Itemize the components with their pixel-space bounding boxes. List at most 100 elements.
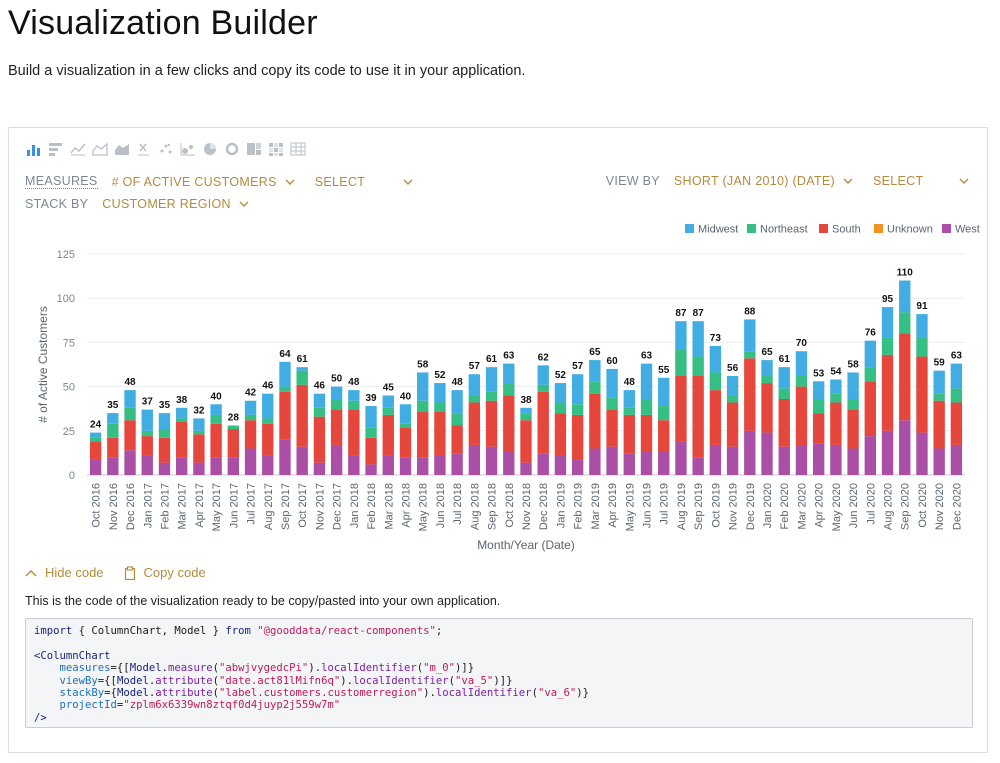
bar-segment-west [881, 430, 894, 475]
bar-segment-northeast [640, 398, 653, 415]
bar-segment-northeast [899, 312, 911, 334]
bar-segment-northeast [778, 388, 790, 399]
bar-segment-midwest [761, 360, 773, 376]
total-label: 39 [365, 393, 377, 404]
x-tick-label: Dec 2018 [538, 483, 550, 530]
copy-code-button[interactable]: Copy code [124, 565, 206, 580]
x-tick-label: Mar 2018 [383, 483, 395, 529]
bar-segment-northeast [881, 337, 894, 355]
total-label: 87 [675, 308, 687, 319]
stack-by-row: STACK BY CUSTOMER REGION [25, 197, 249, 211]
area-chart-icon[interactable] [91, 140, 109, 158]
bar-segment-south [709, 390, 722, 445]
heatmap-icon[interactable] [267, 140, 285, 158]
bar-segment-west [124, 450, 136, 475]
stack-by-label: STACK BY [25, 197, 89, 211]
x-tick-label: Jun 2017 [228, 483, 240, 528]
bar-segment-midwest [262, 393, 274, 419]
bar-segment-south [434, 411, 446, 456]
total-label: 35 [107, 400, 119, 411]
bar-segment-west [417, 457, 429, 475]
total-label: 48 [624, 377, 636, 388]
bar-segment-west [589, 448, 601, 475]
page-title: Visualization Builder [8, 4, 318, 42]
treemap-icon[interactable] [245, 140, 263, 158]
bar-segment-west [399, 457, 412, 475]
bar-segment-west [933, 448, 945, 475]
visualization-panel: MEASURES # OF ACTIVE CUSTOMERS SELECT VI… [8, 127, 988, 753]
stacked-column-chart: 0 25 50 75 100 125 # of Active Customers 24 Oct … [36, 224, 980, 553]
x-tick-label: Mar 2020 [796, 483, 808, 529]
legend-label: Unknown [887, 224, 933, 236]
bar-segment-northeast [623, 407, 635, 415]
bar-segment-south [830, 402, 842, 445]
bar-segment-south [916, 356, 928, 433]
bar-segment-south [589, 393, 601, 449]
bar-segment-south [899, 333, 911, 421]
stacked-area-chart-icon[interactable] [113, 140, 131, 158]
total-label: 28 [228, 412, 240, 423]
bar-segment-midwest [847, 372, 859, 399]
bar-segment-south [382, 414, 394, 456]
donut-chart-icon[interactable] [223, 140, 241, 158]
view-by-row: VIEW BY SHORT (JAN 2010) (DATE) SELECT [606, 174, 969, 188]
measures-label: MEASURES [25, 174, 98, 189]
y-tick-label: 50 [63, 382, 75, 394]
bar-segment-west [210, 457, 222, 475]
bar-segment-west [227, 457, 240, 475]
total-label: 59 [934, 358, 946, 369]
bar-segment-northeast [933, 393, 945, 401]
x-tick-label: Sep 2018 [487, 483, 499, 530]
bar-segment-west [675, 441, 687, 475]
pie-chart-icon[interactable] [201, 140, 219, 158]
total-label: 61 [297, 354, 309, 365]
bar-segment-midwest [589, 360, 601, 382]
bar-segment-west [606, 446, 618, 475]
hide-code-button[interactable]: Hide code [25, 565, 104, 580]
legend-swatch-unknown [874, 224, 883, 233]
stack-by-dropdown[interactable]: CUSTOMER REGION [102, 197, 249, 211]
bar-segment-west [795, 444, 808, 475]
bar-segment-midwest [399, 404, 412, 424]
x-tick-label: May 2018 [418, 483, 430, 531]
bar-segment-west [176, 457, 188, 475]
x-tick-label: Jul 2017 [246, 483, 258, 525]
bar-segment-south [933, 400, 945, 449]
bar-segment-northeast [916, 337, 928, 357]
code-block[interactable]: import { ColumnChart, Model } from "@goo… [25, 618, 973, 728]
scatter-icon[interactable] [157, 140, 175, 158]
code-fn: attribute [155, 674, 213, 687]
bar-segment-midwest [744, 319, 756, 352]
code-prop-stackby: stackBy [59, 687, 105, 700]
bar-chart-icon[interactable] [47, 140, 65, 158]
bar-segment-west [554, 455, 567, 475]
bubble-icon[interactable] [179, 140, 197, 158]
measures-dropdown[interactable]: # OF ACTIVE CUSTOMERS [112, 175, 295, 189]
scatter-x-icon[interactable] [135, 140, 153, 158]
table-icon[interactable] [289, 140, 307, 158]
x-tick-label: Jul 2020 [865, 483, 877, 525]
x-tick-label: Feb 2019 [573, 483, 585, 529]
bar-segment-northeast [141, 430, 153, 437]
measures-select-dropdown[interactable]: SELECT [315, 175, 413, 189]
bar-segment-northeast [158, 429, 171, 438]
bar-segment-south [744, 358, 756, 431]
bar-segment-west [158, 462, 171, 475]
bar-segment-midwest [158, 413, 171, 430]
x-tick-label: May 2019 [624, 483, 636, 531]
column-chart-icon[interactable] [25, 140, 43, 158]
x-tick-label: Aug 2018 [469, 483, 481, 530]
bar-segment-northeast [176, 418, 188, 422]
bar-segment-south [606, 409, 618, 447]
line-chart-icon[interactable] [69, 140, 87, 158]
x-tick-label: Nov 2018 [521, 483, 533, 530]
view-by-select-dropdown[interactable]: SELECT [873, 174, 969, 188]
view-by-dropdown[interactable]: SHORT (JAN 2010) (DATE) [674, 174, 853, 188]
bar-segment-midwest [434, 383, 446, 403]
bar-segment-midwest [950, 363, 963, 389]
legend-label: Midwest [698, 224, 738, 236]
total-label: 38 [520, 395, 532, 406]
bar-segment-south [451, 425, 463, 454]
bar-segment-northeast [468, 395, 481, 403]
total-label: 37 [142, 397, 154, 408]
